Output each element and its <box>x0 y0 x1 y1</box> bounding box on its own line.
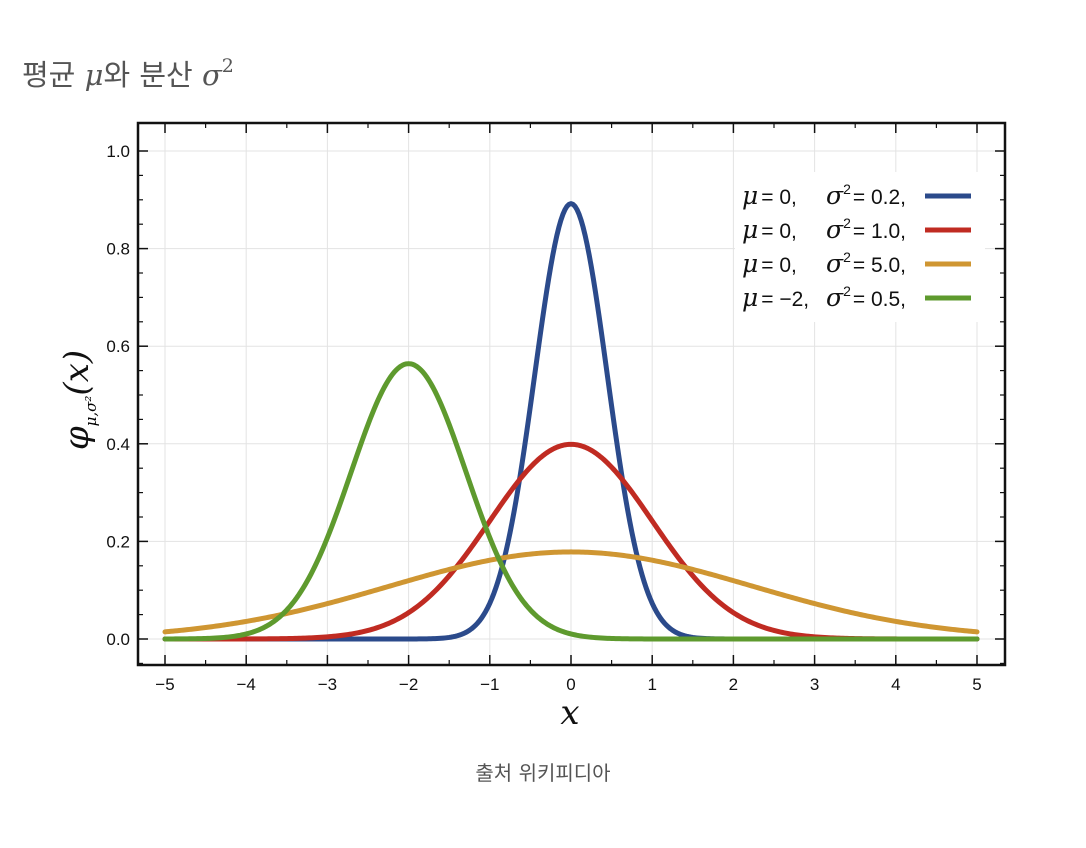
legend-entry: μ = −2, σ2= 0.5, <box>742 283 971 312</box>
legend-mu-symbol: μ <box>742 283 758 312</box>
source-caption: 출처 위키피디아 <box>475 761 611 785</box>
x-tick-label: −4 <box>237 675 256 694</box>
series-line <box>162 549 980 635</box>
x-axis-label: x <box>560 693 579 733</box>
legend-entry-label: μ = 0, σ2= 0.2, <box>742 181 906 210</box>
legend-mu-value: = 0, <box>761 254 797 277</box>
x-tick-label: 3 <box>810 675 819 694</box>
tick-labels: −5 −4 −3 −2 −1 0 1 2 3 4 5 0.0 0.2 0.4 0.6 0.8 1.0 <box>106 142 981 694</box>
heading-mu-symbol: μ <box>84 58 104 92</box>
svg-text:φμ,σ²(x): φμ,σ²(x) <box>57 350 100 450</box>
legend-entry: μ = 0, σ2= 1.0, <box>742 215 971 244</box>
page-heading: 평균 μ와 분산 σ2 <box>22 52 234 94</box>
legend-sigma-exponent: 2 <box>843 215 851 231</box>
heading-middle: 와 분산 <box>103 58 202 92</box>
legend-mu-symbol: μ <box>742 215 758 244</box>
x-tick-label: −5 <box>155 675 174 694</box>
legend-sigma-exponent: 2 <box>843 249 851 265</box>
y-axis-label: φμ,σ²(x) <box>57 350 100 450</box>
legend-sigma-value: = 5.0, <box>853 254 906 277</box>
x-tick-label: −3 <box>318 675 337 694</box>
y-tick-label: 0.0 <box>106 630 130 649</box>
x-tick-label: 4 <box>891 675 900 694</box>
series-line <box>162 361 980 642</box>
x-tick-label: 5 <box>972 675 981 694</box>
x-tick-label: −1 <box>480 675 499 694</box>
legend-mu-value: = 0, <box>761 220 797 243</box>
legend-entry: μ = 0, σ2= 5.0, <box>742 249 971 278</box>
legend-sigma-symbol: σ <box>826 249 844 278</box>
y-axis-label-argument: (x) <box>57 350 97 396</box>
y-tick-label: 0.6 <box>106 337 130 356</box>
legend-mu-symbol: μ <box>742 181 758 210</box>
legend-entry: μ = 0, σ2= 0.2, <box>742 181 971 210</box>
legend-sigma-symbol: σ <box>826 181 844 210</box>
y-axis-label-subscript: μ,σ² <box>82 396 100 427</box>
series-lines <box>162 201 980 642</box>
heading-prefix: 평균 <box>22 58 85 92</box>
y-tick-label: 0.8 <box>106 240 130 259</box>
legend-mu-symbol: μ <box>742 249 758 278</box>
legend-mu-value: = −2, <box>761 288 809 311</box>
chart-legend: μ = 0, σ2= 0.2,μ = 0, σ2= 1.0,μ = 0, σ2= 5.0,μ… <box>735 172 985 322</box>
x-tick-label: 2 <box>729 675 738 694</box>
legend-entry-label: μ = 0, σ2= 5.0, <box>742 249 906 278</box>
y-axis-label-main: φ <box>57 426 97 450</box>
x-tick-label: 0 <box>566 675 575 694</box>
heading-sigma-symbol: σ <box>201 58 222 92</box>
legend-entry-label: μ = −2, σ2= 0.5, <box>742 283 906 312</box>
legend-sigma-symbol: σ <box>826 215 844 244</box>
legend-sigma-value: = 1.0, <box>853 220 906 243</box>
legend-sigma-symbol: σ <box>826 283 844 312</box>
legend-entry-label: μ = 0, σ2= 1.0, <box>742 215 906 244</box>
y-tick-label: 0.2 <box>106 532 130 551</box>
y-tick-label: 1.0 <box>106 142 130 161</box>
x-tick-label: −2 <box>399 675 418 694</box>
legend-sigma-exponent: 2 <box>843 283 851 299</box>
legend-sigma-exponent: 2 <box>843 181 851 197</box>
x-tick-label: 1 <box>647 675 656 694</box>
y-tick-label: 0.4 <box>106 435 130 454</box>
legend-mu-value: = 0, <box>761 186 797 209</box>
heading-sigma-exponent: 2 <box>221 55 234 77</box>
plot-frame <box>136 121 1007 667</box>
legend-sigma-value: = 0.5, <box>853 288 906 311</box>
legend-sigma-value: = 0.2, <box>853 186 906 209</box>
